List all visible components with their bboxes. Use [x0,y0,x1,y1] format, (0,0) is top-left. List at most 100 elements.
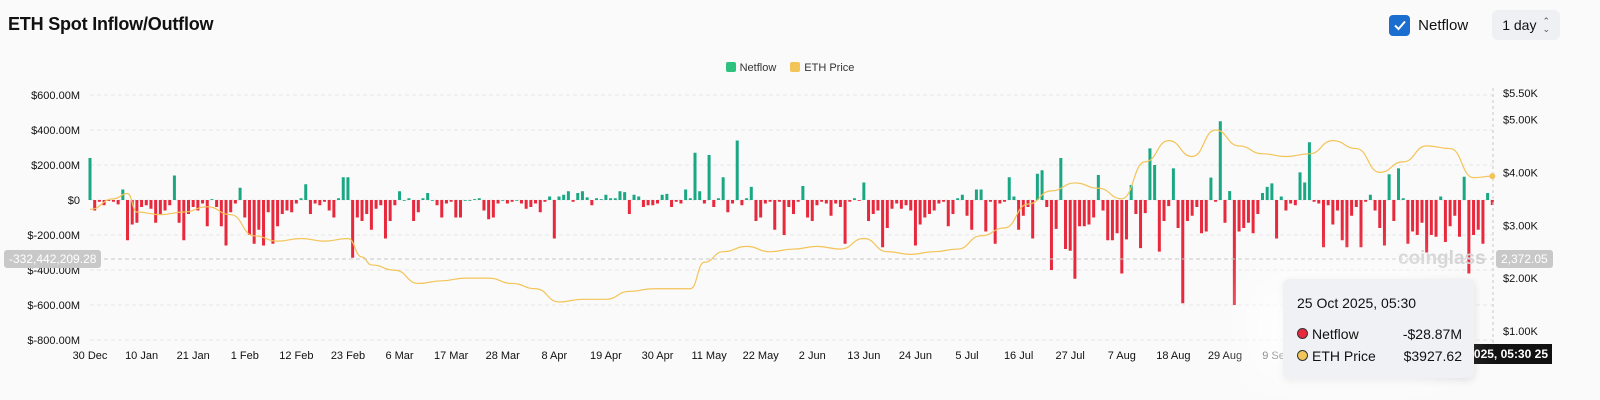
netflow-bar [1265,186,1269,200]
netflow-bar [1162,200,1166,221]
netflow-bar [895,200,899,204]
netflow-bar [1401,198,1405,200]
y-right-tick-label: $4.00K [1503,167,1539,179]
netflow-bar [806,200,810,218]
x-tick-label: 21 Jan [177,350,210,362]
netflow-bar [379,200,383,206]
netflow-bar [97,200,101,202]
netflow-bar [1429,200,1433,235]
netflow-bar [1462,176,1466,200]
netflow-bar [477,198,481,200]
netflow-bar [1443,200,1447,242]
netflow-bar [1345,200,1349,248]
netflow-bar [1040,170,1044,200]
netflow-bar [820,200,824,202]
netflow-bar [421,198,425,200]
netflow-bar [773,200,777,230]
netflow-bar [688,198,692,200]
y-left-tick-label: $400.00M [31,125,80,137]
interval-select[interactable]: 1 day ⌃ ⌄ [1492,10,1560,40]
x-tick-label: 28 Mar [486,350,521,362]
netflow-bar [1476,200,1480,230]
netflow-bar [960,194,964,200]
netflow-bar [1003,200,1007,202]
netflow-bar [1425,200,1429,253]
netflow-bar [1129,184,1133,200]
netflow-bar [191,200,195,207]
netflow-bar [702,200,706,204]
netflow-bar [407,198,411,200]
netflow-bar [1054,200,1058,229]
netflow-bar [337,198,341,200]
legend-item-eth-price[interactable]: ETH Price [790,62,854,74]
legend-item-netflow[interactable]: Netflow [725,62,777,74]
netflow-bar [1012,196,1016,200]
netflow-bar [1411,200,1415,232]
netflow-bar [918,200,922,225]
netflow-bar [252,200,256,244]
netflow-bar [1171,168,1175,200]
netflow-bar [1270,183,1274,200]
netflow-bar [238,187,242,200]
netflow-bar [942,200,946,202]
netflow-bar [731,200,735,204]
netflow-bar [482,200,486,211]
netflow-bar [1481,200,1485,244]
netflow-bar [1209,177,1213,200]
netflow-bar [1284,200,1288,211]
coinglass-watermark: coinglass [1398,248,1486,269]
netflow-bar [266,200,270,213]
netflow-bar [290,200,294,213]
netflow-bar [501,200,505,201]
netflow-bar [1035,173,1039,200]
netflow-bar [871,200,875,214]
netflow-bar [308,200,312,214]
netflow-bar [219,200,223,227]
netflow-bar [1448,200,1452,227]
netflow-bar [993,200,997,244]
netflow-bar [435,200,439,206]
netflow-bar [365,200,369,214]
netflow-bar [580,191,584,200]
netflow-bar [454,200,458,218]
netflow-bar [1439,196,1443,200]
grid-lines [90,94,1493,341]
chart-tooltip: 25 Oct 2025, 05:30 Netflow -$28.87M ETH … [1283,279,1474,378]
netflow-bar [360,200,364,221]
x-tick-label: 30 Dec [73,350,108,362]
netflow-bar [1223,200,1227,223]
netflow-bar [534,200,538,204]
netflow-bar [1181,200,1185,304]
netflow-bar [857,200,861,201]
netflow-bar [351,200,355,258]
netflow-bar [468,200,472,201]
netflow-checkbox[interactable] [1389,14,1411,36]
netflow-checkbox-label[interactable]: Netflow [1418,16,1469,34]
netflow-bar [186,200,190,214]
y-left-tick-label: $0 [68,195,80,207]
netflow-bar [726,200,730,213]
netflow-bar [374,200,378,209]
netflow-bar [1420,200,1424,223]
chevron-up-down-icon: ⌃ ⌄ [1542,16,1550,34]
netflow-bar [618,191,622,200]
netflow-bar [1204,200,1208,232]
netflow-bar [93,200,97,211]
netflow-bar [566,191,570,200]
price-cursor-dot [1489,173,1496,180]
y-left-tick-label: $600.00M [31,90,80,102]
netflow-bar [698,191,702,200]
netflow-bar [609,198,613,200]
netflow-bar [557,196,561,200]
legend-label: Netflow [739,62,777,74]
netflow-bar [562,194,566,200]
netflow-bar [904,200,908,206]
netflow-bar [271,200,275,244]
netflow-bar [412,200,416,221]
netflow-bar [182,200,186,241]
netflow-bar [1031,200,1035,239]
tooltip-label: Netflow [1312,326,1359,342]
netflow-bar [716,198,720,200]
netflow-bar [529,200,533,207]
